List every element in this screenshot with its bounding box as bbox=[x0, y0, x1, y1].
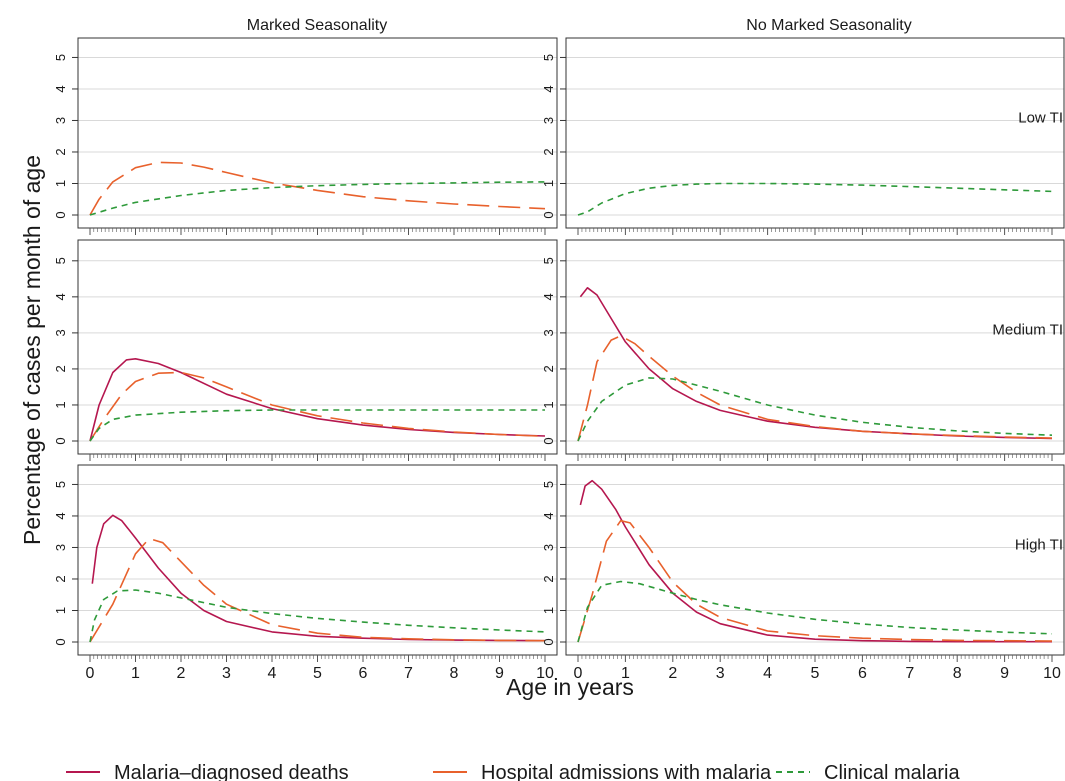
y-tick-label: 3 bbox=[541, 329, 556, 336]
series-line-admissions bbox=[89, 371, 546, 442]
series-line-admissions bbox=[89, 161, 546, 216]
y-tick-label: 1 bbox=[541, 180, 556, 187]
x-tick-label: 10 bbox=[536, 665, 554, 682]
y-tick-label: 3 bbox=[53, 117, 68, 124]
y-tick-label: 1 bbox=[541, 607, 556, 614]
panel-medium-ti-no-marked-seasonality: 0 1 2 3 4 5 Medium TI bbox=[541, 239, 1065, 461]
y-tick-label: 5 bbox=[53, 54, 68, 61]
y-tick-label: 0 bbox=[541, 437, 556, 444]
y-tick-label: 2 bbox=[53, 575, 68, 582]
x-tick-label: 7 bbox=[404, 665, 413, 682]
x-tick-label: 1 bbox=[131, 665, 140, 682]
x-tick-label: 9 bbox=[1000, 665, 1009, 682]
y-tick-label: 1 bbox=[541, 401, 556, 408]
y-tick-label: 1 bbox=[53, 401, 68, 408]
y-tick-label: 1 bbox=[53, 607, 68, 614]
y-tick-label: 5 bbox=[541, 257, 556, 264]
column-header-no-marked: No Marked Seasonality bbox=[746, 17, 911, 34]
y-axis-title: Percentage of cases per month of age bbox=[19, 155, 45, 545]
y-tick-label: 0 bbox=[541, 211, 556, 218]
series-line-admissions bbox=[577, 519, 1053, 643]
x-tick-label: 8 bbox=[450, 665, 459, 682]
column-header-marked: Marked Seasonality bbox=[247, 17, 388, 34]
panel-medium-ti-marked-seasonality: 0 1 2 3 4 5 bbox=[53, 239, 558, 461]
series-line-clinical bbox=[89, 409, 545, 442]
legend: Malaria–diagnosed deaths Hospital admiss… bbox=[66, 762, 960, 781]
y-tick-label: 5 bbox=[53, 257, 68, 264]
y-tick-label: 3 bbox=[541, 544, 556, 551]
y-tick-label: 2 bbox=[53, 148, 68, 155]
x-axis-labels: 0 1 2 3 4 5 6 7 8 9 10 0 1 2 3 4 5 6 7 8 9 10 bbox=[86, 665, 1061, 682]
y-tick-label: 2 bbox=[53, 365, 68, 372]
series-line-deaths bbox=[91, 514, 546, 642]
y-tick-label: 5 bbox=[541, 54, 556, 61]
y-tick-label: 0 bbox=[53, 437, 68, 444]
series-line-admissions bbox=[577, 335, 1053, 442]
y-tick-label: 5 bbox=[53, 481, 68, 488]
x-axis-title: Age in years bbox=[506, 674, 634, 700]
y-tick-label: 2 bbox=[541, 148, 556, 155]
series-line-admissions bbox=[89, 537, 546, 643]
series-line-clinical bbox=[89, 181, 546, 216]
legend-label-deaths: Malaria–diagnosed deaths bbox=[114, 762, 349, 781]
panel-low-ti-marked-seasonality: 0 1 2 3 4 5 bbox=[53, 37, 558, 235]
series-line-clinical bbox=[577, 182, 1053, 216]
x-tick-label: 3 bbox=[716, 665, 725, 682]
y-tick-label: 3 bbox=[541, 117, 556, 124]
y-tick-label: 2 bbox=[541, 365, 556, 372]
x-tick-label: 1 bbox=[621, 665, 630, 682]
x-tick-label: 5 bbox=[811, 665, 820, 682]
y-tick-label: 4 bbox=[53, 512, 68, 519]
x-tick-label: 9 bbox=[495, 665, 504, 682]
y-tick-label: 4 bbox=[53, 85, 68, 92]
x-tick-label: 2 bbox=[177, 665, 186, 682]
panel-low-ti-no-marked-seasonality: 0 1 2 3 4 5 Low TI bbox=[541, 37, 1065, 235]
x-tick-label: 10 bbox=[1043, 665, 1061, 682]
row-label-high-ti: High TI bbox=[1015, 536, 1063, 553]
y-tick-label: 4 bbox=[541, 293, 556, 300]
x-tick-label: 3 bbox=[222, 665, 231, 682]
row-label-low-ti: Low TI bbox=[1018, 109, 1063, 126]
series-line-deaths bbox=[579, 479, 1052, 643]
x-tick-label: 7 bbox=[905, 665, 914, 682]
x-tick-label: 8 bbox=[953, 665, 962, 682]
x-tick-label: 6 bbox=[359, 665, 368, 682]
y-tick-label: 4 bbox=[541, 85, 556, 92]
y-tick-label: 0 bbox=[53, 211, 68, 218]
x-tick-label: 4 bbox=[763, 665, 772, 682]
x-tick-label: 5 bbox=[313, 665, 322, 682]
legend-label-admissions: Hospital admissions with malaria bbox=[481, 762, 772, 781]
y-tick-label: 0 bbox=[541, 638, 556, 645]
x-tick-label: 2 bbox=[668, 665, 677, 682]
row-label-medium-ti: Medium TI bbox=[992, 321, 1063, 338]
y-tick-label: 4 bbox=[53, 293, 68, 300]
y-tick-label: 4 bbox=[541, 512, 556, 519]
series-line-clinical bbox=[89, 589, 546, 643]
y-tick-label: 3 bbox=[53, 544, 68, 551]
legend-label-clinical: Clinical malaria bbox=[824, 762, 960, 781]
panel-high-ti-marked-seasonality: 0 1 2 3 4 5 bbox=[53, 464, 558, 662]
series-line-clinical bbox=[577, 377, 1053, 442]
x-tick-label: 0 bbox=[574, 665, 583, 682]
y-tick-label: 2 bbox=[541, 575, 556, 582]
x-tick-label: 0 bbox=[86, 665, 95, 682]
panel-high-ti-no-marked-seasonality: 0 1 2 3 4 5 High TI bbox=[541, 464, 1065, 662]
y-tick-label: 3 bbox=[53, 329, 68, 336]
series-line-clinical bbox=[577, 580, 1053, 643]
y-tick-label: 5 bbox=[541, 481, 556, 488]
x-tick-label: 6 bbox=[858, 665, 867, 682]
y-tick-label: 1 bbox=[53, 180, 68, 187]
y-tick-label: 0 bbox=[53, 638, 68, 645]
x-tick-label: 4 bbox=[268, 665, 277, 682]
